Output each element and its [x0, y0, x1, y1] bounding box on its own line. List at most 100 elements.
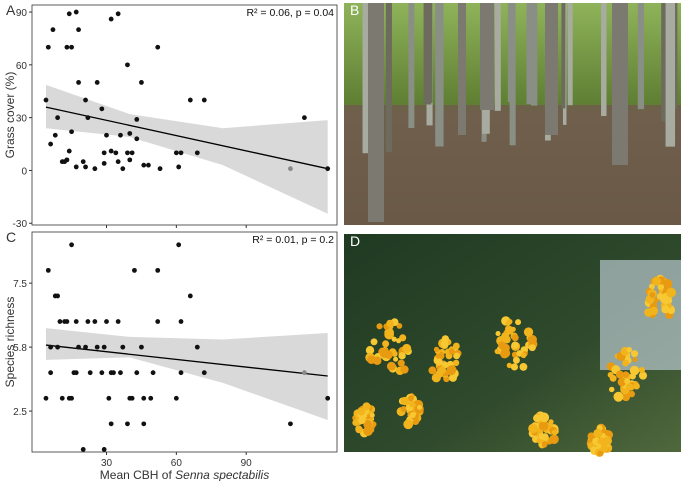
y-tick-label: 30: [16, 114, 28, 125]
flower: [648, 283, 655, 290]
data-point: [325, 166, 331, 172]
flower: [638, 367, 645, 374]
data-point: [73, 9, 79, 15]
data-point: [76, 27, 81, 33]
y-axis-label: Species richness: [3, 297, 17, 388]
flower: [400, 405, 407, 412]
flower: [604, 430, 610, 436]
x-axis-label: Mean CBH of Senna spectabilis: [100, 468, 269, 481]
flower: [355, 425, 363, 434]
data-point: [302, 370, 307, 376]
forest-photo: [344, 3, 681, 225]
flower: [587, 432, 595, 440]
flower: [370, 338, 378, 346]
tree-trunk: [494, 3, 501, 111]
data-point: [48, 141, 54, 147]
flower: [649, 306, 659, 316]
data-point: [141, 421, 147, 427]
data-point: [139, 80, 144, 85]
tree-trunk: [567, 3, 573, 106]
data-point: [194, 150, 200, 156]
data-point: [173, 395, 179, 401]
flower: [435, 358, 443, 366]
flower: [448, 348, 456, 355]
data-point: [120, 344, 126, 350]
flower: [666, 287, 677, 298]
data-point: [55, 344, 61, 350]
flower: [510, 326, 516, 332]
flower: [510, 363, 519, 371]
flower: [511, 334, 519, 342]
flower: [551, 436, 558, 444]
data-point: [118, 132, 123, 138]
flower: [593, 428, 603, 438]
tree-trunk: [601, 3, 607, 117]
data-point: [94, 80, 100, 85]
flower: [616, 353, 623, 360]
data-point: [178, 370, 184, 376]
y-tick-label: -30: [13, 219, 28, 230]
data-point: [99, 370, 105, 376]
data-point: [59, 395, 65, 401]
data-point: [302, 115, 307, 121]
tree-trunk: [408, 3, 415, 129]
plot-frame: [31, 4, 338, 226]
flower: [365, 346, 375, 355]
x-tick-label: 90: [241, 458, 253, 469]
y-tick-label: 0: [21, 166, 27, 177]
data-point: [69, 242, 74, 248]
flower: [527, 334, 537, 345]
data-point: [134, 136, 140, 142]
flower: [452, 342, 460, 350]
data-point: [129, 150, 135, 156]
data-point: [83, 164, 88, 170]
flower: [617, 377, 627, 387]
flower: [632, 357, 638, 363]
fit-line: [45, 106, 328, 170]
data-point: [173, 150, 179, 156]
data-point: [83, 344, 88, 350]
flower: [649, 292, 656, 298]
y-tick-label: 2.5: [13, 407, 27, 418]
data-point: [201, 97, 207, 103]
tree-trunk: [526, 3, 532, 105]
data-point: [64, 319, 70, 324]
data-point: [73, 370, 79, 376]
data-point: [50, 27, 56, 33]
data-point: [108, 148, 114, 154]
data-point: [55, 293, 61, 299]
flower: [657, 283, 665, 291]
data-point: [83, 97, 88, 103]
flower: [512, 356, 520, 364]
data-point: [155, 44, 161, 50]
flower: [358, 416, 366, 425]
panel-letter: C: [6, 229, 16, 245]
flower: [404, 345, 410, 352]
flower: [417, 404, 423, 410]
flower: [515, 319, 522, 326]
data-point: [101, 161, 107, 166]
data-point: [80, 159, 86, 165]
data-point: [45, 267, 51, 273]
flower: [433, 346, 440, 352]
data-point: [115, 159, 121, 165]
data-point: [64, 44, 70, 50]
data-point: [57, 319, 63, 324]
panel-letter: A: [6, 2, 16, 18]
data-point: [69, 129, 74, 135]
data-point: [99, 106, 105, 112]
flower: [391, 336, 397, 342]
data-point: [125, 421, 130, 427]
y-tick-label: 60: [16, 61, 28, 72]
flower: [498, 341, 506, 350]
panel-letter: B: [350, 2, 359, 18]
data-point: [104, 319, 109, 324]
flower: [656, 293, 664, 300]
flower: [376, 323, 383, 330]
flower: [638, 371, 648, 380]
flower: [441, 335, 449, 343]
flower: [548, 419, 554, 425]
data-point: [85, 319, 91, 324]
data-point: [43, 395, 49, 401]
data-point: [69, 395, 74, 401]
